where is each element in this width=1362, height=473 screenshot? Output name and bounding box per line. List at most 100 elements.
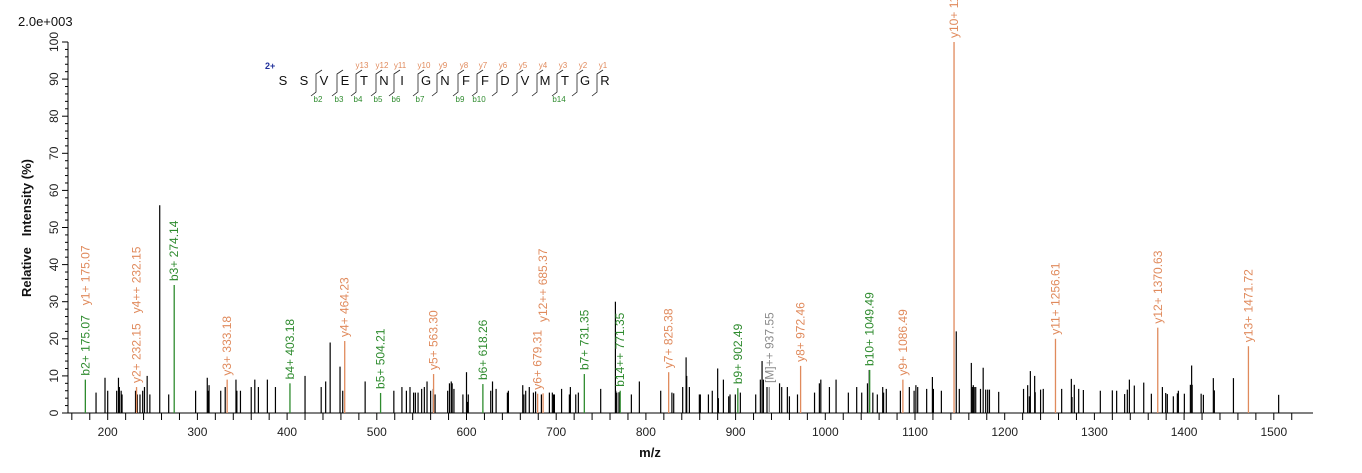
x-tick-label: 1200 [991, 425, 1018, 439]
y-ion-label: y6 [499, 61, 508, 70]
b-ion-label: b5 [374, 95, 383, 104]
peak-label: y13+ 1471.72 [1241, 269, 1255, 342]
y-tick-label: 50 [47, 221, 61, 235]
x-tick-label: 600 [456, 425, 476, 439]
x-tick-label: 1000 [812, 425, 839, 439]
peak-label: b5+ 504.21 [374, 328, 388, 389]
residue: S [279, 73, 288, 88]
cleavage-marker [471, 69, 484, 97]
cleavage-marker [491, 69, 504, 97]
b-ion-label: b14 [552, 95, 566, 104]
peak-label: b10+ 1049.49 [863, 292, 877, 366]
y-ion-label: y7 [479, 61, 488, 70]
x-tick-label: 1400 [1171, 425, 1198, 439]
residue: V [521, 73, 530, 88]
x-tick-label: 1300 [1081, 425, 1108, 439]
y-ion-label: y10 [418, 61, 431, 70]
peak-label: y8+ 972.46 [794, 302, 808, 362]
b-ion-label: b2 [314, 95, 323, 104]
peak-label: y9+ 1086.49 [896, 309, 910, 376]
y-ion-label: y3 [559, 61, 568, 70]
y-ion-label: y2 [579, 61, 588, 70]
y-tick-label: 40 [47, 258, 61, 272]
peak-label: b7+ 731.35 [577, 309, 591, 370]
cleavage-marker [591, 69, 604, 97]
y-ion-label: y1 [599, 61, 608, 70]
x-tick-label: 500 [367, 425, 387, 439]
y-tick-label: 70 [47, 146, 61, 160]
cleavage-marker [551, 69, 564, 97]
cleavage-marker [531, 69, 544, 97]
y-ion-label: y12 [376, 61, 389, 70]
y-ion-label: y9 [439, 61, 448, 70]
residue: S [300, 73, 309, 88]
residue: R [600, 73, 609, 88]
cleavage-marker [331, 69, 344, 97]
y-ion-label: y4 [539, 61, 548, 70]
y-ion-label: y8 [460, 61, 469, 70]
x-tick-label: 900 [726, 425, 746, 439]
peak-label: y2+ 232.15 [130, 323, 144, 383]
residue: M [540, 73, 551, 88]
y-axis-title: Relative Intensity (%) [19, 159, 34, 297]
peak-label: y12++ 685.37 [536, 248, 550, 322]
peak-label: y11+ 1256.61 [1048, 262, 1062, 335]
cleavage-marker [431, 69, 444, 97]
b-ion-label: b4 [354, 95, 363, 104]
peak-label: y7+ 825.38 [662, 308, 676, 368]
peak-label: y6+ 679.31 [531, 330, 545, 390]
peak-label: b9+ 902.49 [731, 323, 745, 384]
residue: I [400, 73, 404, 88]
peak-label: b3+ 274.14 [167, 220, 181, 281]
y-tick-label: 20 [47, 332, 61, 346]
charge-state-label: 2+ [265, 61, 275, 71]
residue: G [580, 73, 590, 88]
x-tick-label: 300 [187, 425, 207, 439]
peak-label: b4+ 403.18 [283, 319, 297, 380]
axes: 0 10 20 30 40 50 60 70 80 90 100 200 300 400 500 600 700… [47, 32, 1313, 439]
y-ion-label: y13 [356, 61, 369, 70]
residue: T [360, 73, 368, 88]
peak-label: b14++ 771.35 [613, 312, 627, 386]
residue: N [379, 73, 388, 88]
y-ion-label: y11 [394, 61, 407, 70]
x-tick-label: 400 [277, 425, 297, 439]
x-tick-label: 700 [546, 425, 566, 439]
cleavage-marker [571, 69, 584, 97]
residue: D [500, 73, 509, 88]
peak-label: y4++ 232.15 [130, 246, 144, 313]
residue: V [320, 73, 329, 88]
peak-label: y1+ 175.07 [78, 245, 92, 305]
cleavage-marker [350, 69, 363, 97]
x-tick-label: 1500 [1260, 425, 1287, 439]
cleavage-marker [452, 69, 465, 97]
y-ion-label: y5 [519, 61, 528, 70]
peak-label: y12+ 1370.63 [1151, 250, 1165, 323]
cleavage-marker [511, 69, 524, 97]
peak-label: y10+ 1143.52 [947, 0, 961, 38]
residue: E [341, 73, 350, 88]
peak-label: [M]++ 937.55 [762, 312, 776, 383]
residue: G [421, 73, 431, 88]
cleavage-marker [412, 69, 425, 97]
peak-label: y4+ 464.23 [338, 277, 352, 337]
residue: F [462, 73, 470, 88]
b-ion-label: b3 [335, 95, 344, 104]
peak-label: b6+ 618.26 [476, 319, 490, 380]
x-tick-label: 200 [98, 425, 118, 439]
y-tick-label: 30 [47, 295, 61, 309]
residue: F [481, 73, 489, 88]
b-ion-label: b7 [416, 95, 425, 104]
x-axis-title: m/z [639, 445, 661, 460]
cleavage-marker [310, 69, 323, 97]
b-ion-label: b6 [392, 95, 401, 104]
y-tick-label: 60 [47, 183, 61, 197]
peak-label: y3+ 333.18 [220, 316, 234, 376]
cleavage-marker [388, 69, 401, 97]
y-tick-label: 0 [47, 409, 61, 416]
peak-label: y5+ 563.30 [427, 310, 441, 370]
intensity-scale-label: 2.0e+003 [18, 14, 73, 29]
b-ion-label: b9 [456, 95, 465, 104]
